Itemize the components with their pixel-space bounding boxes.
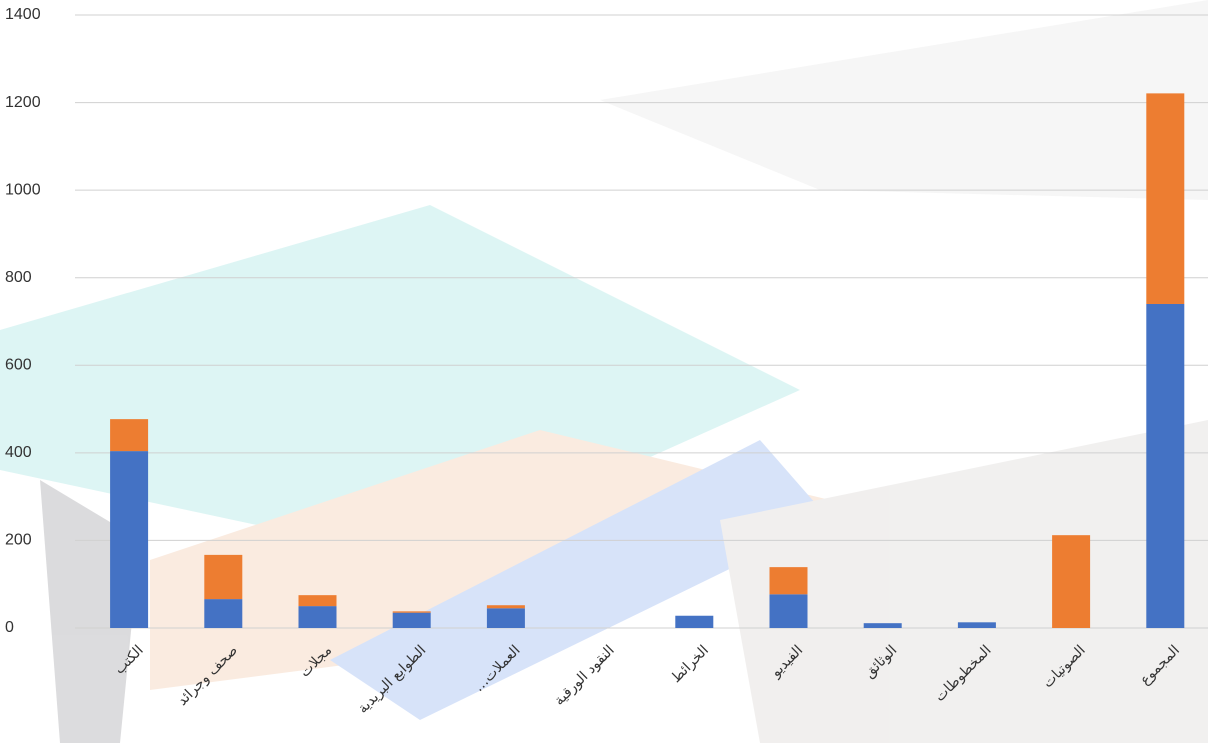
y-tick-label: 1200 — [5, 94, 41, 111]
bar-segment — [1146, 304, 1184, 628]
chart: 0200400600800100012001400الكتبصحف وجرائد… — [0, 0, 1208, 743]
background-art — [0, 0, 1208, 743]
bar-segment — [1146, 93, 1184, 304]
bar-segment — [299, 595, 337, 606]
y-tick-label: 1000 — [5, 181, 41, 198]
bar-segment — [204, 599, 242, 628]
bar-segment — [299, 606, 337, 628]
bar-segment — [675, 616, 713, 628]
bar-segment — [393, 613, 431, 628]
y-tick-label: 400 — [5, 444, 32, 461]
bar-segment — [864, 623, 902, 628]
y-tick-label: 1400 — [5, 6, 41, 23]
y-tick-label: 0 — [5, 619, 14, 636]
bar-segment — [770, 594, 808, 628]
bar-segment — [487, 605, 525, 608]
bar-segment — [204, 555, 242, 599]
bar-segment — [958, 622, 996, 628]
x-tick-label: النقود الورقية — [551, 642, 617, 708]
bar-segment — [393, 611, 431, 612]
bar-segment — [110, 451, 148, 628]
x-tick-label: الخرائط — [668, 642, 712, 686]
bar-segment — [770, 567, 808, 594]
y-tick-label: 200 — [5, 532, 32, 549]
y-tick-label: 800 — [5, 269, 32, 286]
bar-segment — [487, 608, 525, 628]
bar-segment — [110, 419, 148, 451]
bar-segment — [1052, 535, 1090, 628]
y-tick-label: 600 — [5, 357, 32, 374]
